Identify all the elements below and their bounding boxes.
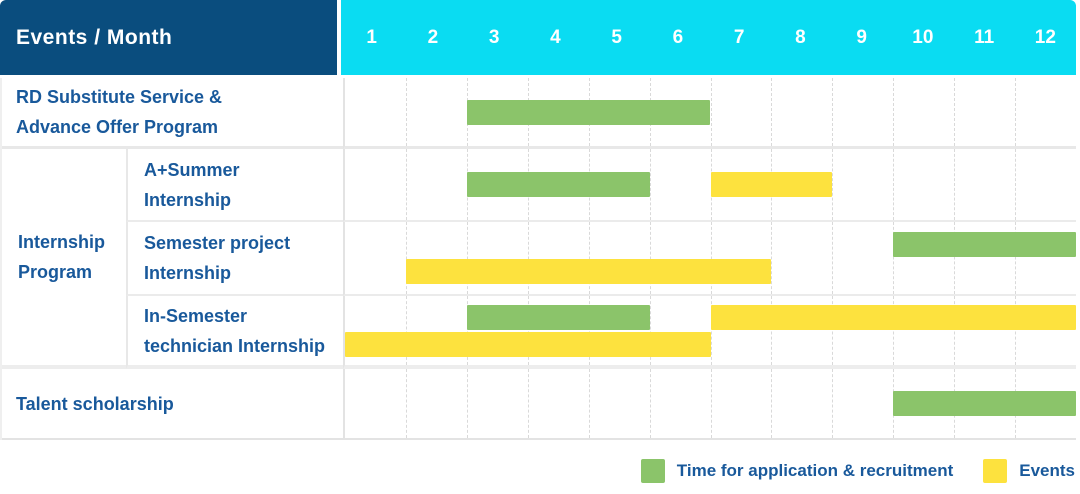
month-gridline xyxy=(649,296,651,365)
chart-row-a-plus-summer xyxy=(343,149,1076,222)
month-label: 6 xyxy=(672,26,684,48)
row-label-semester-project: Semester project Internship xyxy=(126,222,343,296)
chart-row-talent-scholarship xyxy=(343,369,1076,440)
month-label: 4 xyxy=(550,26,561,48)
month-gridline xyxy=(649,149,651,220)
gantt-table: RD Substitute Service & Advance Offer Pro… xyxy=(0,78,1076,440)
legend: Time for application & recruitment Event… xyxy=(640,459,1075,483)
month-gridline xyxy=(832,222,834,294)
month-gridline xyxy=(405,78,407,146)
month-gridline xyxy=(527,369,529,438)
month-gridline xyxy=(893,78,895,146)
month-label: 5 xyxy=(611,26,622,48)
month-gridline xyxy=(832,78,834,146)
gantt-bar-events xyxy=(710,304,1076,330)
month-label: 12 xyxy=(1034,26,1056,48)
month-gridline xyxy=(405,296,407,365)
legend-label-events: Events xyxy=(1019,461,1075,480)
month-gridline xyxy=(527,296,529,365)
month-gridline xyxy=(588,369,590,438)
month-gridline xyxy=(466,296,468,365)
month-gridline xyxy=(710,296,712,365)
month-gridline xyxy=(771,369,773,438)
month-gridline xyxy=(893,222,895,294)
month-gridline xyxy=(405,149,407,220)
month-gridline xyxy=(832,149,834,220)
month-gridline xyxy=(405,369,407,438)
row-label-in-semester-technician: In-Semester technician Internship xyxy=(126,296,343,369)
month-gridline xyxy=(771,222,773,294)
month-gridline xyxy=(649,222,651,294)
month-gridline xyxy=(893,149,895,220)
gantt-bar-events xyxy=(710,172,833,197)
month-gridline xyxy=(954,222,956,294)
month-gridline xyxy=(466,222,468,294)
month-gridline xyxy=(954,149,956,220)
row-label-rd-substitute: RD Substitute Service & Advance Offer Pro… xyxy=(2,78,343,149)
month-gridline xyxy=(832,369,834,438)
month-label: 8 xyxy=(795,26,806,48)
month-label: 7 xyxy=(733,26,745,48)
month-gridline xyxy=(954,78,956,146)
gantt-bar-application xyxy=(893,232,1076,257)
legend-label-application: Time for application & recruitment xyxy=(676,461,954,480)
chart-row-semester-project xyxy=(343,222,1076,296)
events-swatch xyxy=(983,459,1008,483)
group-label-internship-program: Internship Program xyxy=(2,149,126,369)
month-gridline xyxy=(1015,296,1017,365)
gantt-bar-events xyxy=(405,259,772,284)
gantt-bar-events xyxy=(345,331,711,357)
month-gridline xyxy=(832,296,834,365)
month-gridline xyxy=(527,222,529,294)
gantt-bar-application xyxy=(466,99,711,125)
month-gridline xyxy=(710,222,712,294)
legend-item-events: Events xyxy=(983,459,1075,483)
events-month-header: Events / Month xyxy=(0,0,337,75)
month-label: 2 xyxy=(427,26,439,48)
month-gridline xyxy=(954,296,956,365)
month-label: 1 xyxy=(366,26,377,48)
month-label: 11 xyxy=(974,26,995,48)
table-header: Events / Month 1 2 3 4 5 6 7 8 9 10 11 1… xyxy=(0,0,1080,75)
month-header-strip: 1 2 3 4 5 6 7 8 9 10 11 12 xyxy=(341,0,1076,75)
month-gridline xyxy=(710,78,712,146)
legend-item-application: Time for application & recruitment xyxy=(640,459,954,483)
application-swatch xyxy=(640,459,665,483)
month-gridline xyxy=(893,296,895,365)
month-gridline xyxy=(1015,222,1017,294)
month-label: 3 xyxy=(488,26,500,48)
chart-row-rd-substitute xyxy=(343,78,1076,149)
row-label-a-plus-summer: A+Summer Internship xyxy=(126,149,343,222)
month-gridline xyxy=(466,369,468,438)
month-gridline xyxy=(771,296,773,365)
chart-row-in-semester-technician xyxy=(343,296,1076,369)
month-gridline xyxy=(405,222,407,294)
gantt-bar-application xyxy=(466,172,650,197)
month-gridline xyxy=(588,222,590,294)
gantt-bar-application xyxy=(466,304,650,330)
month-gridline xyxy=(1015,78,1017,146)
month-gridline xyxy=(771,78,773,146)
gantt-bar-application xyxy=(893,391,1076,416)
month-gridline xyxy=(649,369,651,438)
month-gridline xyxy=(710,369,712,438)
row-label-talent-scholarship: Talent scholarship xyxy=(2,369,343,440)
month-gridline xyxy=(588,296,590,365)
month-label: 9 xyxy=(856,26,867,48)
month-label: 10 xyxy=(912,26,934,48)
month-gridline xyxy=(1015,149,1017,220)
